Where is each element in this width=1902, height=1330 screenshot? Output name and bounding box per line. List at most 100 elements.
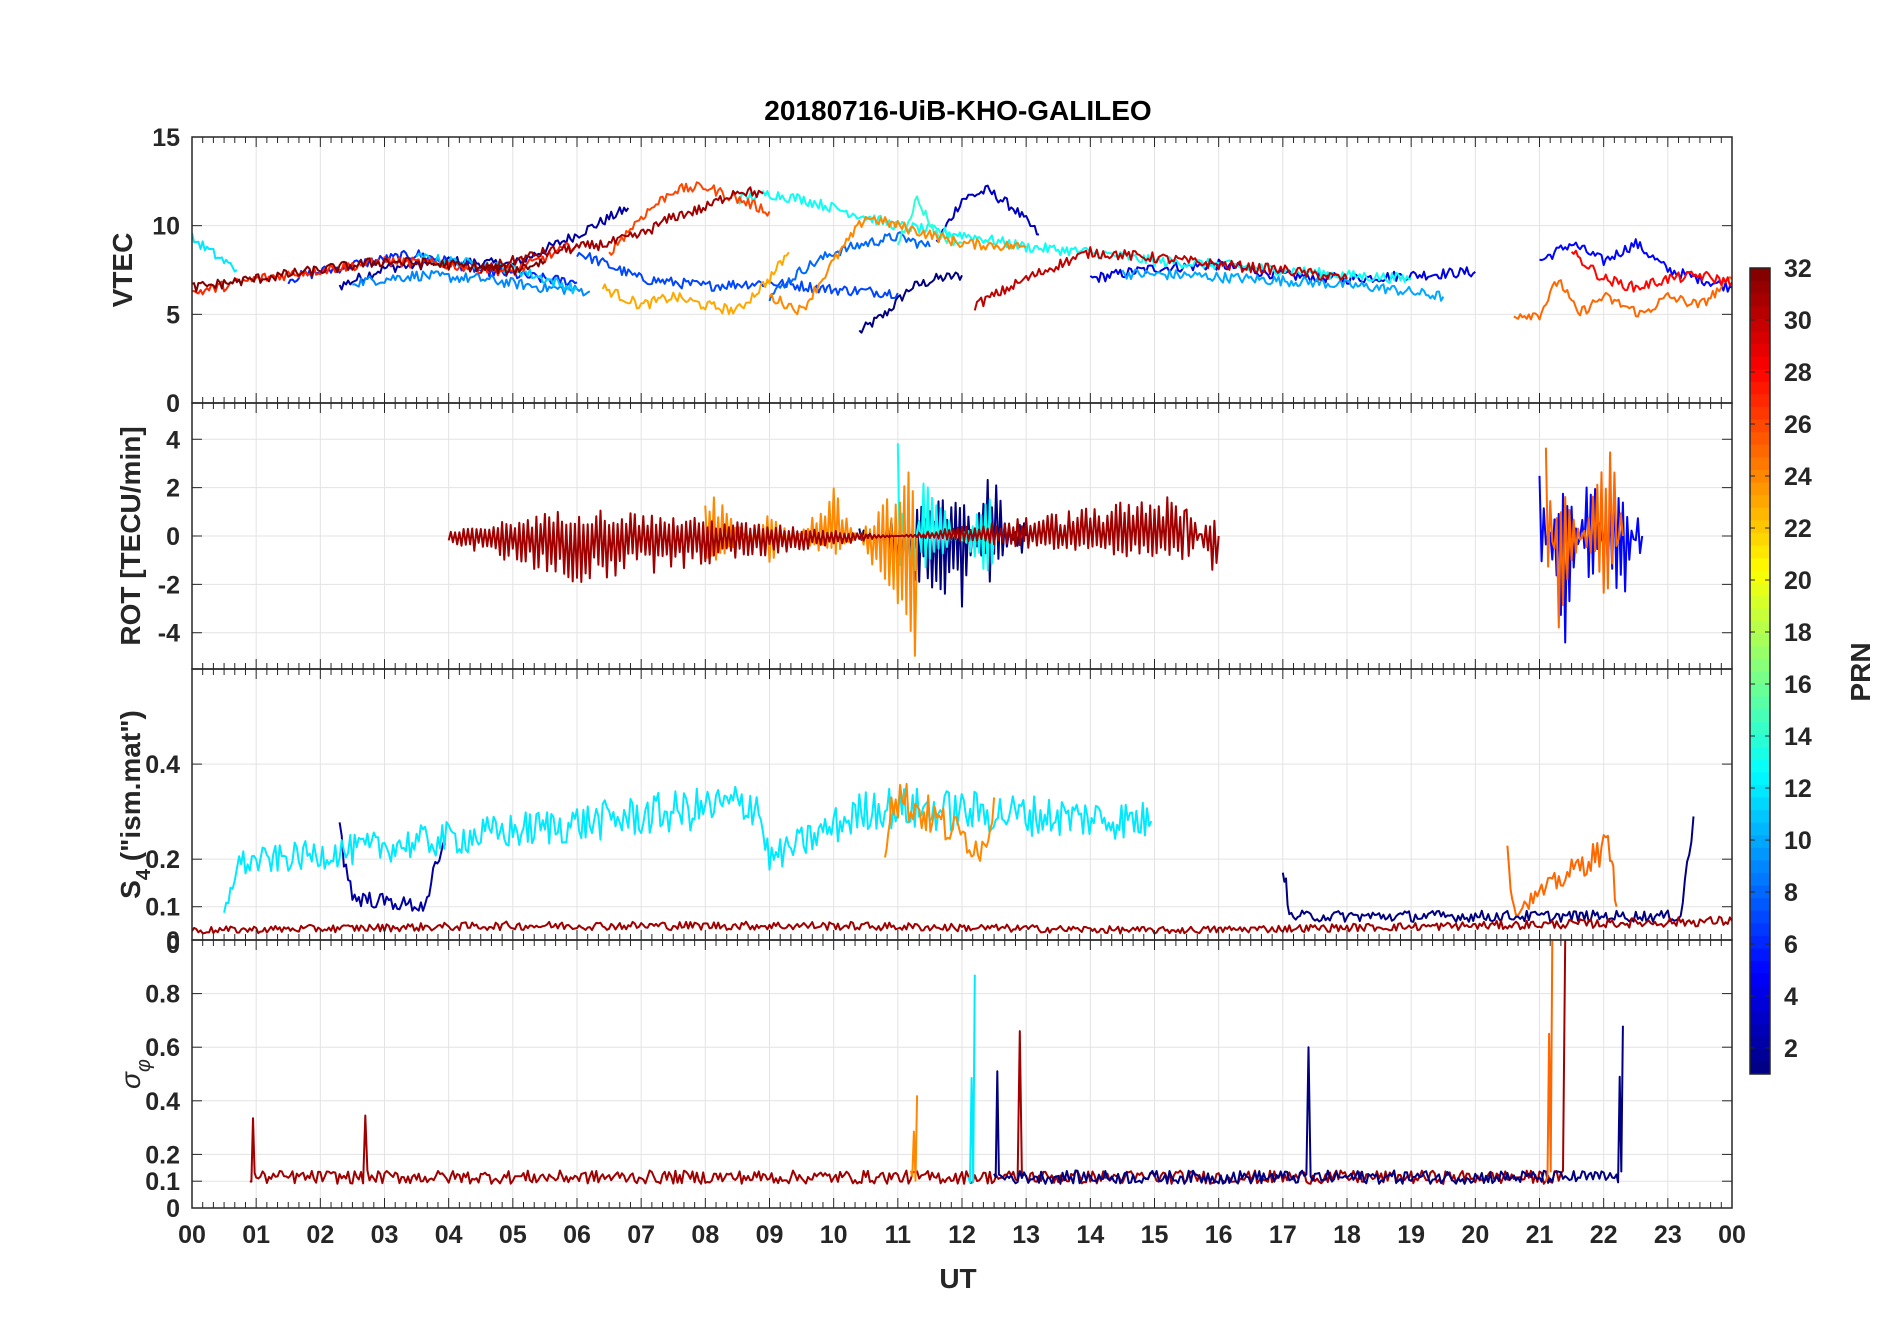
x-tick-label: 18 [1333,1221,1361,1249]
x-ticks-s4 [191,669,1733,940]
colorbar-segment [1750,519,1770,533]
colorbar-segment [1750,406,1770,420]
colorbar-frame [1749,267,1771,1075]
colorbar-segment [1750,293,1770,307]
colorbar-segment [1750,356,1770,370]
colorbar-segment [1750,960,1770,974]
y-tick-label: 15 [152,124,180,152]
colorbar-segment [1750,431,1770,445]
series-line-prn-30 [973,246,1348,311]
series-line-prn-31 [192,915,1732,935]
x-tick-label: 21 [1526,1221,1554,1249]
x-tick-label: 10 [820,1221,848,1249]
colorbar-segment [1750,557,1770,571]
colorbar-segment [1750,268,1770,282]
colorbar-tick-label: 12 [1784,775,1812,803]
series-line-prn-25 [1544,940,1554,1182]
x-tick-label: 19 [1397,1221,1425,1249]
colorbar-segment [1750,897,1770,911]
x-tick-label: 00 [1718,1221,1746,1249]
colorbar-segment [1750,620,1770,634]
colorbar-segment [1750,1011,1770,1025]
colorbar-segment [1750,985,1770,999]
series-line-prn-25 [1544,447,1624,629]
colorbar-segment [1750,910,1770,924]
colorbar-tick-label: 26 [1784,411,1812,439]
series-line-prn-7 [576,251,899,299]
x-tick-label: 05 [499,1221,527,1249]
series-line-prn-1 [993,1025,1624,1185]
series-line-prn-10 [1121,268,1445,302]
y-tick-label: 0 [166,523,180,551]
x-tick-label: 01 [242,1221,270,1249]
y-tick-label: 0 [166,390,180,418]
series-line-prn-5 [1538,475,1644,644]
series-group-sigma_phi [249,940,1624,1185]
colorbar-segment [1750,633,1770,647]
grid-sigma_phi [191,940,1733,1209]
series-line-prn-3 [935,184,1040,243]
colorbar-segment [1750,784,1770,798]
panel-s4: 0.1 0.2 0.4 0 S4 ("ism.mat") [115,668,1733,955]
x-tick-label: 04 [435,1221,463,1249]
x-ticks-rot [191,403,1733,669]
colorbar-segment [1750,645,1770,659]
colorbar-segment [1750,381,1770,395]
series-line-prn-12 [223,785,1153,913]
y-tick-label: 0.6 [145,1034,180,1062]
colorbar-segment [1750,822,1770,836]
series-line-prn-8 [768,231,931,302]
x-tick-label: 09 [756,1221,784,1249]
y-tick-label: -4 [158,620,180,648]
y-tick-label: 0.1 [145,1168,180,1196]
colorbar-segment [1750,859,1770,873]
y-tick-label: 0.1 [145,894,180,922]
series-line-prn-23 [601,251,790,315]
y-tick-label: 0.4 [145,751,180,779]
colorbar-segment [1750,935,1770,949]
colorbar-segment [1750,809,1770,823]
colorbar-segment [1750,948,1770,962]
y-tick-label: 0.4 [145,1088,180,1116]
series-line-prn-24 [768,215,1027,316]
x-tick-label: 15 [1141,1221,1169,1249]
y-tick-label: 5 [166,301,180,329]
series-line-prn-12 [192,232,238,273]
series-line-prn-25 [1506,834,1618,917]
colorbar-segment [1750,595,1770,609]
colorbar-tick-label: 10 [1784,827,1812,855]
colorbar-segment [1750,545,1770,559]
x-axis-label: UT [939,1263,976,1294]
series-line-prn-1 [858,271,963,334]
y-tick-label: 0.2 [145,1141,180,1169]
colorbar-label: PRN [1845,642,1876,701]
x-tick-label: 08 [691,1221,719,1249]
y-axis-label-sigma_phi: σφ [115,1059,155,1089]
y-tick-label: 10 [152,213,180,241]
colorbar-segment [1750,419,1770,433]
x-tick-label: 07 [627,1221,655,1249]
colorbar-segment [1750,658,1770,672]
x-tick-label: 02 [306,1221,334,1249]
colorbar-tick-label: 14 [1784,723,1812,751]
colorbar-tick-label: 16 [1784,671,1812,699]
series-line-prn-24 [909,1095,919,1182]
colorbar-tick-label: 18 [1784,619,1812,647]
colorbar-segment [1750,444,1770,458]
x-tick-label: 12 [948,1221,976,1249]
colorbar-tick-label: 28 [1784,359,1812,387]
colorbar-segment [1750,582,1770,596]
x-tick-label: 03 [371,1221,399,1249]
figure-title: 20180716-UiB-KHO-GALILEO [764,95,1151,126]
series-line-prn-12 [967,974,976,1184]
colorbar-segment [1750,696,1770,710]
series-line-prn-28 [1570,249,1732,293]
series-line-prn-13 [736,190,1412,284]
colorbar-segment [1750,847,1770,861]
colorbar-segment [1750,1061,1770,1075]
x-tick-label: 11 [885,1221,912,1249]
colorbar-segment [1750,469,1770,483]
colorbar-segment [1750,494,1770,508]
